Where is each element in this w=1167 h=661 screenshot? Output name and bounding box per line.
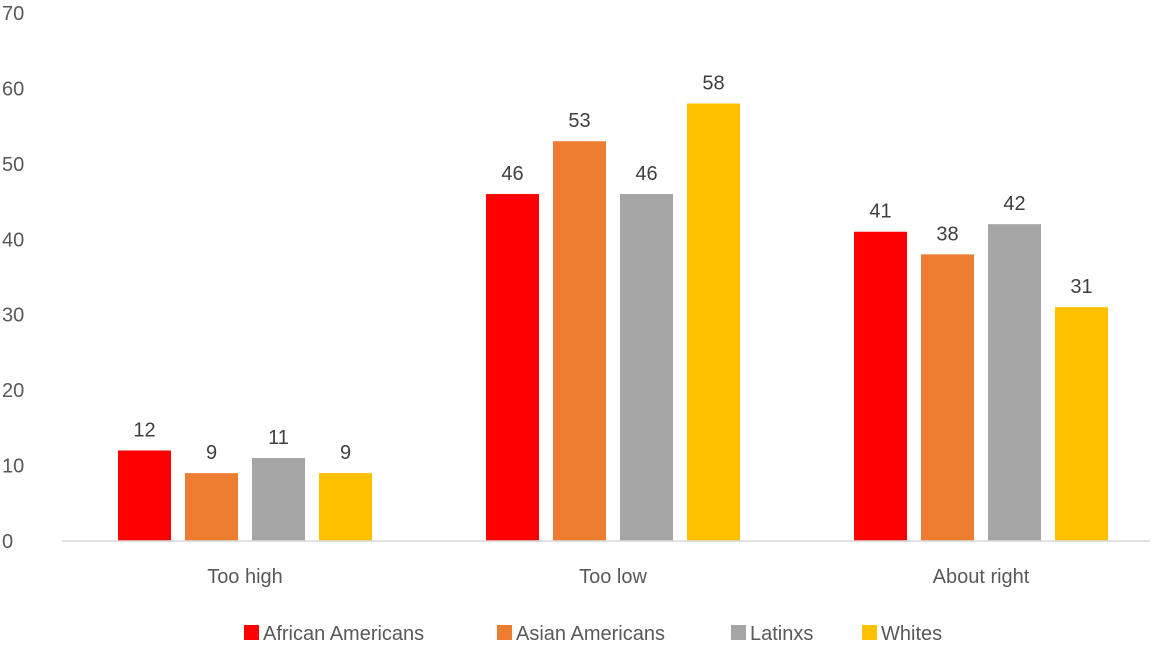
bar-series-group <box>118 103 1108 541</box>
bar-data-label: 41 <box>869 201 891 223</box>
legend-swatch <box>862 625 877 640</box>
bar <box>687 103 740 541</box>
legend-label: Whites <box>881 623 942 645</box>
bar <box>252 458 305 541</box>
bar <box>620 194 673 541</box>
bar <box>988 224 1041 541</box>
y-axis-tick-labels: 0 10 20 30 40 50 60 70 <box>2 3 24 553</box>
legend-swatch <box>731 625 746 640</box>
bar-data-label: 38 <box>936 223 958 245</box>
y-tick-label: 10 <box>2 456 24 478</box>
bar-data-label: 12 <box>133 419 155 441</box>
bar <box>319 473 372 541</box>
bar-data-label: 9 <box>340 442 351 464</box>
x-tick-label: Too high <box>207 566 283 588</box>
bar-data-label: 46 <box>635 163 657 185</box>
y-tick-label: 50 <box>2 154 24 176</box>
bar-data-label: 11 <box>268 427 289 449</box>
bar-data-label: 58 <box>702 73 724 95</box>
legend-label: Latinxs <box>750 623 813 645</box>
legend-swatch <box>497 625 512 640</box>
x-tick-label: Too low <box>579 566 647 588</box>
bar <box>486 194 539 541</box>
legend-swatch <box>244 625 259 640</box>
bar-data-label: 42 <box>1003 193 1025 215</box>
data-labels-group: 12 9 11 9 46 53 46 58 41 38 42 31 <box>133 73 1092 465</box>
legend: African Americans Asian Americans Latinxs W… <box>244 623 942 645</box>
y-tick-label: 30 <box>2 305 24 327</box>
bar <box>854 231 907 541</box>
bar <box>185 473 238 541</box>
bar-data-label: 53 <box>568 110 590 132</box>
x-axis-category-labels: Too high Too low About right <box>207 566 1030 588</box>
bar-data-label: 31 <box>1070 276 1092 298</box>
legend-label: Asian Americans <box>516 623 665 645</box>
x-tick-label: About right <box>933 566 1030 588</box>
legend-label: African Americans <box>263 623 424 645</box>
bar-data-label: 9 <box>206 442 217 464</box>
y-tick-label: 40 <box>2 229 24 251</box>
bar <box>118 450 171 541</box>
bar <box>1055 307 1108 541</box>
y-tick-label: 0 <box>2 531 13 553</box>
y-tick-label: 70 <box>2 3 24 25</box>
bar <box>553 141 606 541</box>
bar-data-label: 46 <box>501 163 523 185</box>
bar <box>921 254 974 541</box>
y-tick-label: 60 <box>2 78 24 100</box>
y-tick-label: 20 <box>2 380 24 402</box>
